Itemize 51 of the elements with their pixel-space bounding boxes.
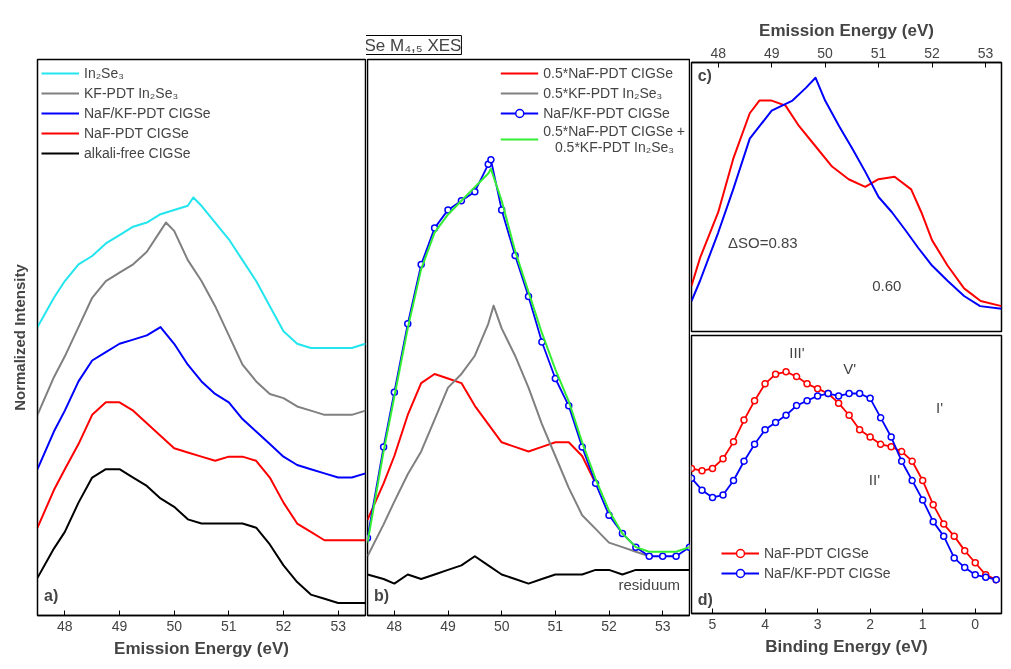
annotation: b) [373,587,390,605]
legend-label: NaF-PDT CIGSe [84,125,189,141]
x-tick-label: 3 [813,615,822,632]
x-tick-label: 48 [57,617,73,634]
annotation: ΔSO=0.83 [727,233,798,251]
x-axis-title: Emission Energy (eV) [759,20,934,40]
x-tick-label: 0 [971,615,980,632]
x-tick-label: 51 [221,617,237,634]
annotation: I' [935,399,944,417]
y-axis-title: Normalized Intensity [10,263,28,411]
x-tick-label: 49 [440,617,456,634]
x-tick-label: 52 [601,617,617,634]
x-tick-label: 50 [817,44,834,61]
annotation: residuum [618,576,681,594]
legend-label: NaF/KF-PDT CIGSe [764,565,891,581]
x-axis-title: Emission Energy (eV) [114,638,289,658]
x-tick-label: 1 [918,615,927,632]
annotation: II' [868,471,881,489]
x-tick-label: 51 [547,617,564,634]
legend-label: NaF-PDT CIGSe [764,545,869,561]
x-tick-label: 52 [275,617,292,634]
annotation: a) [44,587,59,605]
x-tick-label: 2 [866,615,875,632]
x-tick-label: 50 [166,617,183,634]
chart-title: Se M₄,₅ XES [364,35,462,55]
annotation: d) [697,590,713,608]
x-tick-label: 4 [761,615,770,632]
legend-label: 0.5*NaF-PDT CIGSe + 0.5*KF-PDT In₂Se₃ [543,123,685,155]
x-tick-label: 48 [386,617,403,634]
annotation: V' [843,360,857,378]
legend-label: alkali-free CIGSe [84,145,191,161]
x-axis-title: Binding Energy (eV) [765,636,928,656]
x-tick-label: 5 [708,615,717,632]
legend-label: NaF/KF-PDT CIGSe [84,105,211,121]
legend-label: In₂Se₃ [84,65,124,81]
legend-label: NaF/KF-PDT CIGSe [543,105,670,121]
legend-label: 0.5*NaF-PDT CIGSe [543,65,673,81]
x-tick-label: 51 [870,44,887,61]
x-tick-label: 48 [710,44,727,61]
annotation: 0.60 [872,277,902,295]
text: III' [789,343,805,361]
annotation: c) [697,67,712,85]
x-tick-label: 49 [111,617,128,634]
x-tick-label: 53 [977,44,994,61]
x-tick-label: 50 [493,617,510,634]
legend-label: KF-PDT In₂Se₃ [84,85,179,101]
legend-label: 0.5*KF-PDT In₂Se₃ [543,85,663,101]
x-tick-label: 52 [924,44,941,61]
x-tick-label: 49 [763,44,780,61]
x-tick-label: 53 [654,617,671,634]
x-tick-label: 53 [330,617,347,634]
